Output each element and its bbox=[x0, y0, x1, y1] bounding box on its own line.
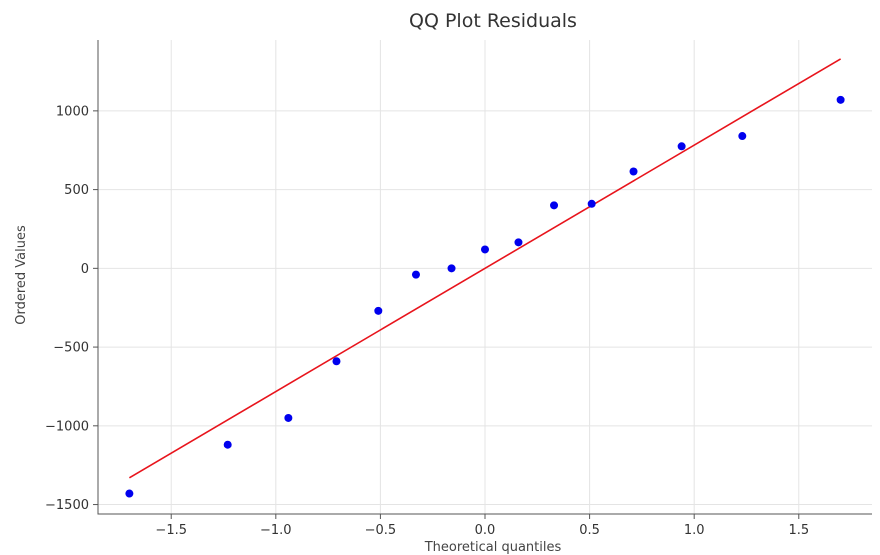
data-point bbox=[223, 440, 232, 449]
axis-spines bbox=[97, 40, 872, 515]
data-point bbox=[629, 167, 638, 176]
data-point bbox=[332, 357, 341, 366]
data-point bbox=[836, 95, 845, 104]
data-point bbox=[481, 245, 489, 254]
chart-title: QQ Plot Residuals bbox=[409, 10, 577, 32]
y-tick-label: −1000 bbox=[45, 419, 89, 434]
data-point bbox=[587, 199, 596, 208]
data-point bbox=[677, 142, 686, 151]
axis-ticks: −1.5 −1.0 −0.5 0.0 0.5 1.0 1.5 −1500 −1000 −500 0 5… bbox=[45, 104, 809, 538]
data-point bbox=[447, 264, 456, 273]
y-tick-label: 1000 bbox=[56, 104, 89, 119]
data-point bbox=[738, 132, 747, 141]
reference-line-layer bbox=[128, 58, 842, 479]
x-axis-label: Theoretical quantiles bbox=[424, 540, 562, 555]
reference-line bbox=[128, 58, 842, 479]
x-tick-label: −0.5 bbox=[365, 523, 397, 538]
x-tick-label: 0.5 bbox=[579, 523, 600, 538]
x-tick-label: −1.5 bbox=[155, 523, 187, 538]
data-points-layer bbox=[125, 95, 845, 498]
data-point bbox=[411, 270, 420, 279]
grid-lines bbox=[98, 40, 872, 514]
data-point bbox=[284, 413, 293, 422]
y-tick-label: 500 bbox=[64, 183, 89, 198]
y-axis-label: Ordered Values bbox=[14, 225, 29, 325]
data-point bbox=[125, 489, 134, 498]
data-point bbox=[550, 201, 559, 210]
x-tick-label: −1.0 bbox=[260, 523, 292, 538]
data-point bbox=[514, 238, 523, 247]
y-tick-label: −500 bbox=[53, 341, 89, 356]
x-tick-label: 1.0 bbox=[684, 523, 705, 538]
x-tick-label: 1.5 bbox=[788, 523, 809, 538]
y-tick-label: 0 bbox=[81, 262, 89, 277]
y-tick-label: −1500 bbox=[45, 498, 89, 513]
x-tick-label: 0.0 bbox=[475, 523, 496, 538]
data-point bbox=[374, 306, 383, 315]
